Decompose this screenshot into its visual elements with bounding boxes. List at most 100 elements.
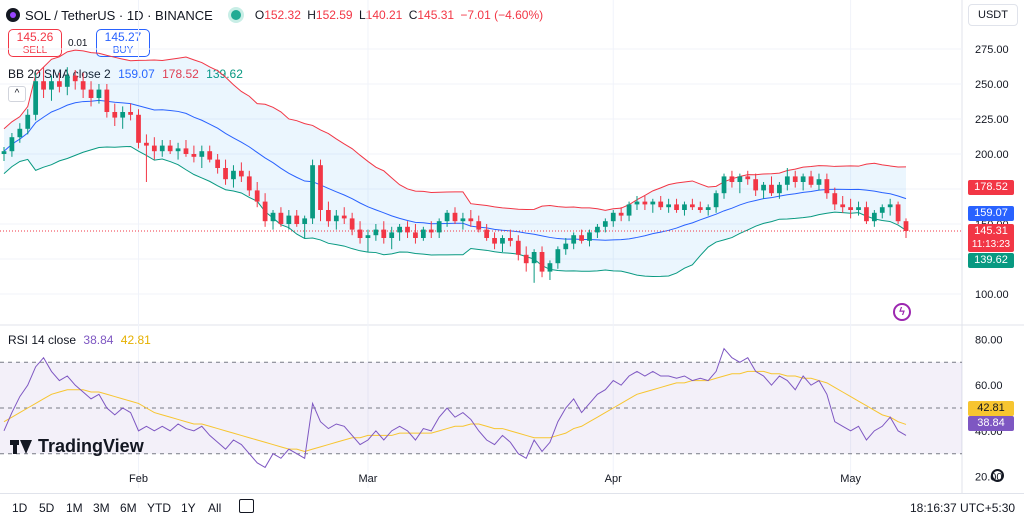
- candle-body: [547, 263, 553, 272]
- candle-body: [666, 204, 672, 208]
- timeframe-button[interactable]: 1M: [66, 501, 83, 515]
- candle-body: [167, 145, 173, 152]
- candle-body: [864, 207, 869, 222]
- candle-body: [571, 235, 577, 244]
- timeframe-button[interactable]: 1Y: [181, 501, 196, 515]
- time-tick-label: Mar: [358, 473, 377, 485]
- candle-body: [57, 81, 62, 87]
- candle-body: [88, 89, 94, 98]
- candle-body: [792, 176, 798, 182]
- clock[interactable]: 18:16:37 UTC+5:30: [910, 501, 1016, 515]
- rsi-line: [3, 347, 907, 469]
- candle-body: [278, 212, 284, 224]
- sell-label: SELL: [22, 45, 48, 56]
- solana-coin-icon: [6, 8, 20, 22]
- candle-body: [136, 114, 141, 143]
- time-tick-label: Apr: [605, 473, 622, 485]
- candle-body: [1, 151, 7, 154]
- candle-body: [104, 89, 110, 112]
- gear-icon[interactable]: [991, 469, 1004, 482]
- timeframe-button[interactable]: 3M: [93, 501, 110, 515]
- candle-body: [231, 170, 236, 180]
- candle-body: [294, 215, 300, 224]
- rsi-ma-tag: 42.81: [968, 401, 1014, 416]
- candle-body: [333, 215, 339, 222]
- candle-body: [753, 179, 759, 191]
- sell-button[interactable]: 145.26 SELL: [8, 29, 62, 57]
- candle-body: [682, 204, 687, 210]
- candle-body: [705, 207, 711, 210]
- candle-body: [610, 212, 616, 222]
- timeframe-button[interactable]: All: [208, 501, 222, 515]
- candle-body: [159, 145, 165, 152]
- candle-body: [420, 229, 426, 238]
- candle-body: [515, 240, 521, 255]
- price-tick-label: 225.00: [975, 114, 1009, 126]
- candle-body: [80, 81, 86, 90]
- candle-body: [848, 207, 853, 210]
- upper-band-tag: 178.52: [968, 180, 1014, 195]
- price-tick-label: 250.00: [975, 79, 1009, 91]
- candle-body: [634, 201, 640, 205]
- candle-body: [713, 193, 719, 208]
- candle-body: [840, 204, 846, 208]
- candle-body: [484, 229, 490, 238]
- rsi-tag: 38.84: [968, 416, 1014, 431]
- bar-countdown: 11:13:23: [971, 239, 1011, 250]
- candle-body: [326, 210, 331, 222]
- candle-body: [120, 112, 126, 118]
- symbol-title[interactable]: SOL / TetherUS · 1D · BINANCE: [25, 7, 213, 23]
- candle-body: [523, 254, 529, 264]
- timeframe-button[interactable]: 5D: [39, 501, 55, 515]
- change-value: −7.01 (−4.60%): [460, 8, 544, 22]
- candle-body: [397, 226, 402, 233]
- candle-body: [373, 229, 379, 236]
- candle-body: [500, 238, 505, 244]
- candle-body: [674, 204, 679, 210]
- candle-body: [468, 218, 474, 222]
- timeframe-button[interactable]: 1D: [12, 501, 28, 515]
- ohlc-values: O152.32 H152.59 L140.21 C145.31 −7.01 (−…: [254, 8, 544, 22]
- tradingview-icon: [10, 439, 32, 454]
- candle-body: [531, 252, 537, 264]
- candle-body: [318, 165, 323, 210]
- candle-body: [476, 221, 482, 230]
- candle-body: [879, 207, 885, 213]
- candle-body: [689, 204, 695, 208]
- candle-body: [650, 201, 656, 205]
- time-tick-label: May: [840, 473, 861, 485]
- candle-body: [642, 201, 648, 205]
- collapse-legend-icon[interactable]: ^: [8, 86, 26, 102]
- rsi-legend[interactable]: RSI 14 close 38.84 42.81: [8, 333, 151, 347]
- candle-body: [144, 142, 149, 146]
- candle-body: [25, 114, 31, 129]
- currency-button[interactable]: USDT: [968, 4, 1018, 26]
- candle-body: [808, 176, 814, 185]
- candle-body: [452, 212, 458, 222]
- candle-body: [658, 201, 664, 208]
- candle-body: [895, 204, 901, 222]
- bb-fill: [4, 50, 906, 277]
- calendar-icon[interactable]: [239, 499, 254, 513]
- candle-body: [49, 81, 54, 90]
- candle-body: [302, 218, 308, 224]
- timeframe-button[interactable]: YTD: [147, 501, 171, 515]
- candle-body: [207, 151, 213, 160]
- candle-body: [151, 145, 157, 152]
- candle-body: [405, 226, 410, 233]
- candle-body: [777, 184, 782, 194]
- buy-button[interactable]: 145.27 BUY: [96, 29, 150, 57]
- candle-body: [626, 204, 632, 216]
- rsi-tick-label: 80.00: [975, 334, 1003, 346]
- candle-body: [871, 212, 877, 222]
- low-value: 140.21: [365, 8, 403, 22]
- last-price: 145.31: [974, 225, 1008, 237]
- timeframe-button[interactable]: 6M: [120, 501, 137, 515]
- flash-icon[interactable]: ϟ: [893, 303, 911, 321]
- candle-body: [784, 176, 790, 185]
- candle-body: [800, 176, 806, 182]
- tradingview-logo: TradingView: [10, 436, 144, 457]
- candle-body: [428, 229, 434, 233]
- sell-price: 145.26: [16, 30, 54, 44]
